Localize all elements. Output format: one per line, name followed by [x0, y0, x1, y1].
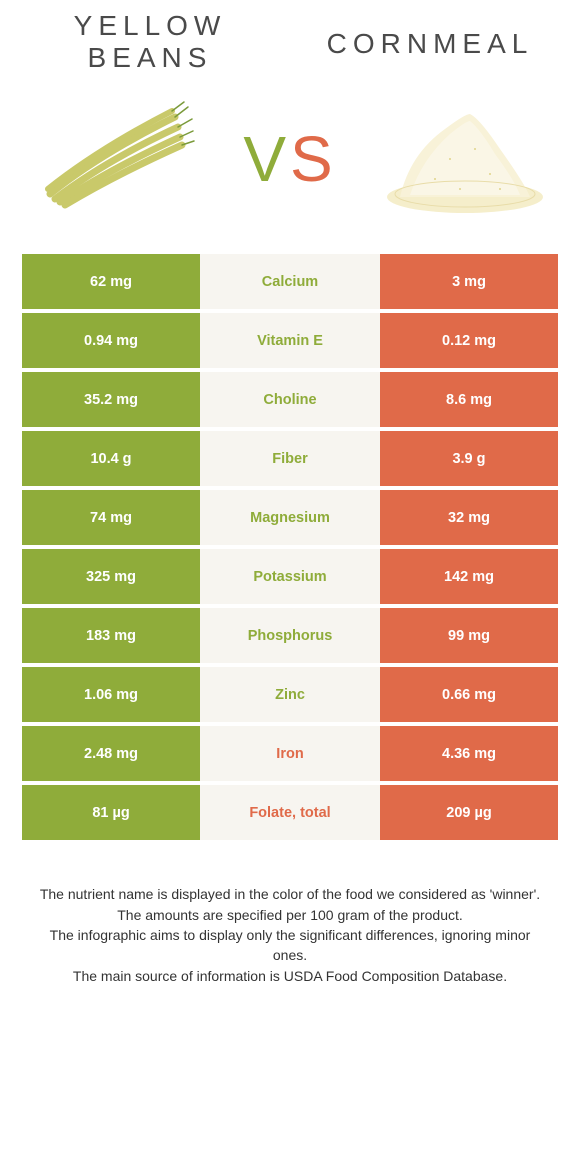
vs-s: S: [290, 123, 337, 195]
right-value-cell: 99 mg: [380, 608, 558, 663]
right-value-cell: 32 mg: [380, 490, 558, 545]
left-value-cell: 2.48 mg: [22, 726, 200, 781]
vs-v: V: [243, 123, 290, 195]
nutrient-label-cell: Iron: [200, 726, 380, 781]
left-value-cell: 35.2 mg: [22, 372, 200, 427]
left-value-cell: 81 µg: [22, 785, 200, 840]
nutrient-row: 10.4 gFiber3.9 g: [22, 431, 558, 486]
nutrient-label-cell: Folate, total: [200, 785, 380, 840]
right-food-image: [375, 94, 555, 224]
nutrient-label-cell: Choline: [200, 372, 380, 427]
left-value-cell: 1.06 mg: [22, 667, 200, 722]
footer-notes: The nutrient name is displayed in the co…: [0, 844, 580, 985]
left-value-cell: 74 mg: [22, 490, 200, 545]
nutrient-label-cell: Magnesium: [200, 490, 380, 545]
right-value-cell: 8.6 mg: [380, 372, 558, 427]
footer-line: The nutrient name is displayed in the co…: [35, 884, 545, 904]
nutrient-label-cell: Phosphorus: [200, 608, 380, 663]
right-value-cell: 3 mg: [380, 254, 558, 309]
header: YELLOW BEANS CORNMEAL: [0, 0, 580, 74]
left-value-cell: 183 mg: [22, 608, 200, 663]
footer-line: The main source of information is USDA F…: [35, 966, 545, 986]
right-value-cell: 209 µg: [380, 785, 558, 840]
nutrient-row: 74 mgMagnesium32 mg: [22, 490, 558, 545]
nutrient-row: 81 µgFolate, total209 µg: [22, 785, 558, 840]
right-value-cell: 4.36 mg: [380, 726, 558, 781]
footer-line: The infographic aims to display only the…: [35, 925, 545, 966]
nutrient-table: 62 mgCalcium3 mg0.94 mgVitamin E0.12 mg3…: [22, 254, 558, 840]
nutrient-row: 183 mgPhosphorus99 mg: [22, 608, 558, 663]
nutrient-row: 2.48 mgIron4.36 mg: [22, 726, 558, 781]
nutrient-row: 62 mgCalcium3 mg: [22, 254, 558, 309]
left-food-title: YELLOW BEANS: [40, 10, 260, 74]
footer-line: The amounts are specified per 100 gram o…: [35, 905, 545, 925]
nutrient-row: 325 mgPotassium142 mg: [22, 549, 558, 604]
left-value-cell: 0.94 mg: [22, 313, 200, 368]
nutrient-label-cell: Vitamin E: [200, 313, 380, 368]
nutrient-label-cell: Calcium: [200, 254, 380, 309]
left-value-cell: 10.4 g: [22, 431, 200, 486]
nutrient-row: 1.06 mgZinc0.66 mg: [22, 667, 558, 722]
right-value-cell: 142 mg: [380, 549, 558, 604]
left-food-image: [25, 94, 205, 224]
images-row: VS: [0, 74, 580, 254]
nutrient-label-cell: Zinc: [200, 667, 380, 722]
nutrient-row: 0.94 mgVitamin E0.12 mg: [22, 313, 558, 368]
right-food-title: CORNMEAL: [320, 28, 540, 60]
right-value-cell: 3.9 g: [380, 431, 558, 486]
right-value-cell: 0.66 mg: [380, 667, 558, 722]
vs-label: VS: [243, 122, 336, 196]
left-value-cell: 325 mg: [22, 549, 200, 604]
right-value-cell: 0.12 mg: [380, 313, 558, 368]
left-value-cell: 62 mg: [22, 254, 200, 309]
nutrient-label-cell: Potassium: [200, 549, 380, 604]
nutrient-label-cell: Fiber: [200, 431, 380, 486]
nutrient-row: 35.2 mgCholine8.6 mg: [22, 372, 558, 427]
